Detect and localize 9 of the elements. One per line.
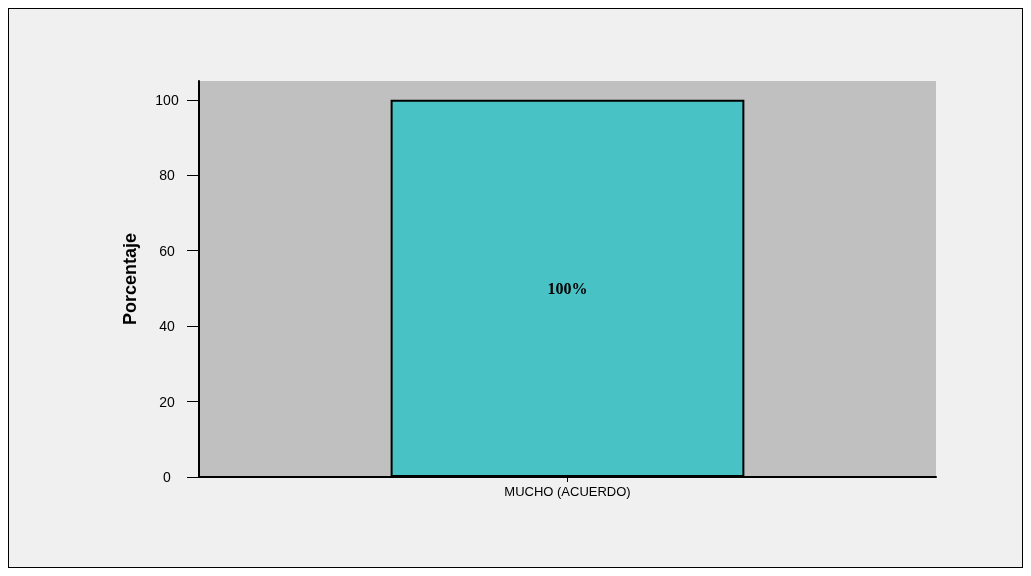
y-tick-label: 80 <box>159 167 175 184</box>
y-tick-label: 20 <box>159 393 175 410</box>
y-tick-label: 100 <box>155 91 179 108</box>
y-axis-title: Porcentaje <box>120 232 140 326</box>
y-tick-label: 0 <box>163 469 172 485</box>
data-label: 100% <box>547 279 588 297</box>
x-tick-label: MUCHO (ACUERDO) <box>504 484 631 499</box>
y-tick-label: 60 <box>159 242 175 259</box>
y-tick-label: 40 <box>159 318 175 335</box>
